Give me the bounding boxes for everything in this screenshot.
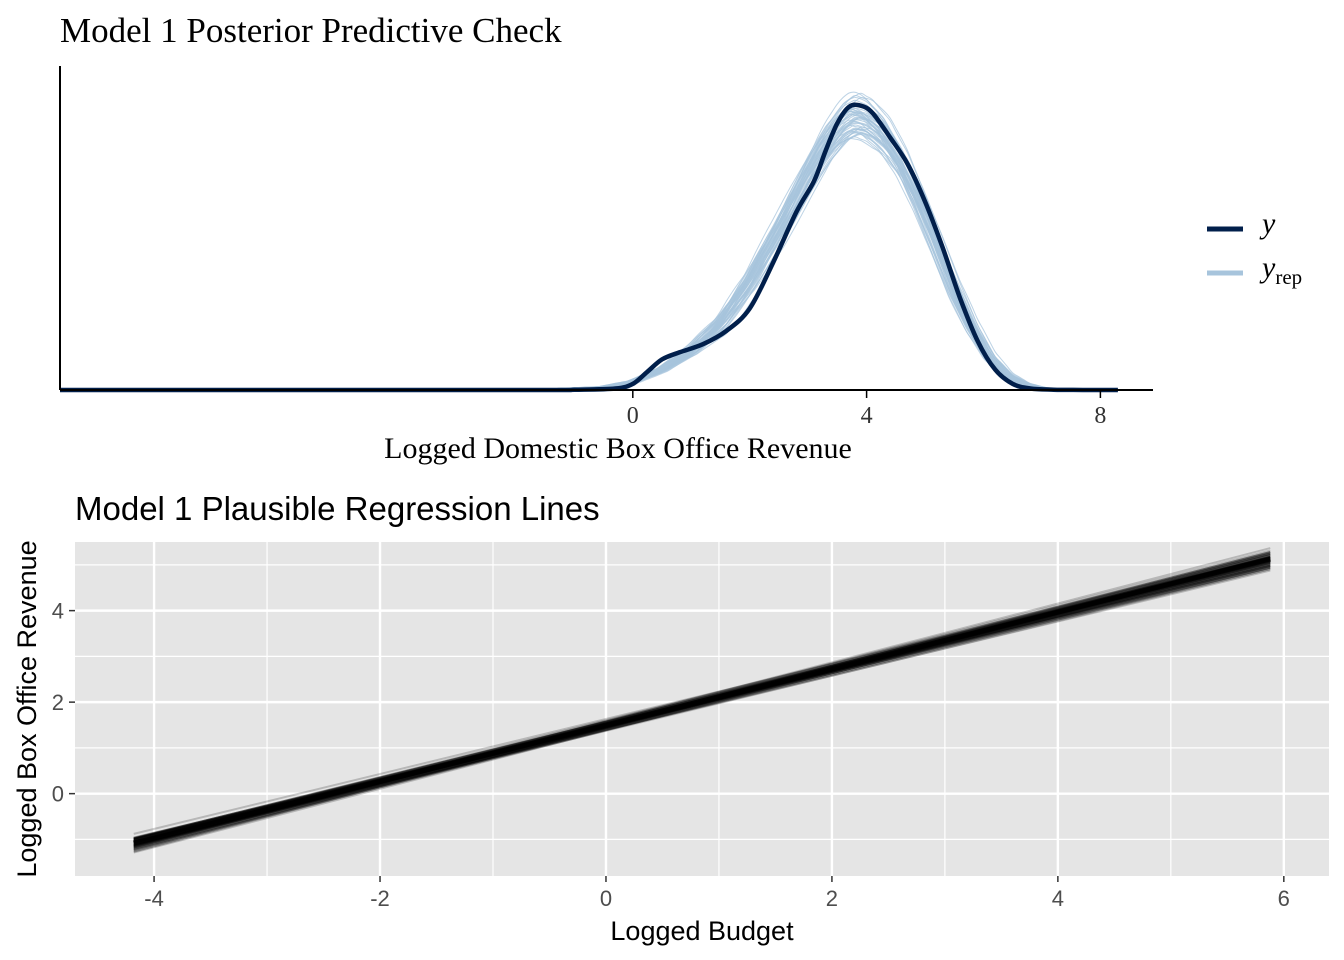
- ppc-yrep-line: [60, 111, 1118, 391]
- ppc-yrep-line: [60, 130, 1118, 391]
- ppc-yrep-line: [60, 107, 1118, 391]
- ppc-yrep-line: [60, 132, 1118, 391]
- regression-y-tick-label: 0: [52, 782, 64, 807]
- ppc-yrep-line: [60, 120, 1118, 391]
- regression-line: [133, 566, 1271, 847]
- ppc-yrep-line: [60, 133, 1118, 391]
- ppc-yrep-line: [60, 110, 1118, 391]
- ppc-x-tick-label: 0: [627, 403, 639, 429]
- ppc-yrep-line: [60, 136, 1118, 391]
- regression-line: [133, 567, 1271, 846]
- ppc-yrep-line: [60, 119, 1118, 391]
- regression-x-axis-label: Logged Budget: [610, 916, 794, 946]
- regression-line: [133, 560, 1271, 848]
- ppc-yrep-line: [60, 126, 1118, 391]
- regression-lines: [133, 547, 1271, 854]
- ppc-yrep-line: [60, 118, 1118, 391]
- ppc-yrep-line: [60, 132, 1118, 391]
- ppc-x-ticks: 0 4 8: [627, 390, 1106, 429]
- ppc-yrep-line: [60, 108, 1118, 391]
- ppc-yrep-line: [60, 137, 1118, 391]
- ppc-yrep-line: [60, 114, 1118, 391]
- ppc-x-tick-label: 8: [1094, 403, 1106, 429]
- ppc-x-axis-label: Logged Domestic Box Office Revenue: [384, 432, 852, 465]
- regression-y-ticks: 0 2 4: [52, 599, 75, 807]
- regression-x-tick-label: -2: [370, 886, 390, 911]
- ppc-legend: y yrep: [1207, 207, 1302, 289]
- ppc-yrep-line: [60, 108, 1118, 391]
- legend-label-y: y: [1259, 207, 1276, 240]
- ppc-panel: Model 1 Posterior Predictive Check 0 4 8 L…: [59, 11, 1302, 465]
- ppc-yrep-line: [60, 122, 1118, 391]
- ppc-yrep-line: [60, 124, 1118, 391]
- ppc-yrep-line: [60, 111, 1118, 391]
- regression-x-tick-label: -4: [144, 886, 164, 911]
- ppc-yrep-line: [60, 131, 1118, 391]
- regression-y-tick-label: 4: [52, 599, 64, 624]
- regression-panel: Model 1 Plausible Regression Lines -4 -2 0…: [12, 490, 1329, 946]
- ppc-yrep-line: [60, 130, 1118, 391]
- regression-x-tick-label: 0: [600, 886, 612, 911]
- ppc-yrep-series: [60, 91, 1118, 391]
- legend-label-yrep-main: y: [1259, 251, 1276, 284]
- ppc-yrep-line: [60, 94, 1118, 391]
- legend-label-yrep: yrep: [1259, 251, 1302, 289]
- regression-x-ticks: -4 -2 0 2 4 6: [144, 876, 1290, 911]
- regression-x-tick-label: 4: [1052, 886, 1064, 911]
- ppc-yrep-line: [60, 117, 1118, 391]
- ppc-yrep-line: [60, 110, 1118, 391]
- regression-x-tick-label: 2: [826, 886, 838, 911]
- ppc-title: Model 1 Posterior Predictive Check: [60, 11, 562, 50]
- regression-x-tick-label: 6: [1278, 886, 1290, 911]
- ppc-yrep-line: [60, 128, 1118, 391]
- regression-y-tick-label: 2: [52, 690, 64, 715]
- ppc-yrep-line: [60, 133, 1118, 391]
- legend-label-yrep-sub: rep: [1275, 265, 1302, 289]
- ppc-yrep-line: [60, 105, 1118, 391]
- regression-line: [133, 555, 1271, 841]
- ppc-yrep-line: [60, 105, 1118, 391]
- ppc-yrep-line: [60, 99, 1118, 391]
- regression-line: [133, 568, 1271, 847]
- regression-line-core: [133, 556, 1271, 846]
- regression-title: Model 1 Plausible Regression Lines: [75, 490, 600, 527]
- ppc-yrep-line: [60, 107, 1118, 391]
- ppc-yrep-line: [60, 117, 1118, 391]
- ppc-yrep-line: [60, 106, 1118, 391]
- ppc-y-series-line: [60, 102, 1118, 393]
- ppc-yrep-line: [60, 96, 1118, 391]
- ppc-yrep-line: [60, 116, 1118, 391]
- regression-line: [133, 552, 1271, 840]
- regression-grid: [40, 542, 1329, 876]
- regression-line: [133, 561, 1271, 851]
- ppc-yrep-line: [60, 127, 1118, 391]
- ppc-yrep-line: [60, 113, 1118, 391]
- regression-line: [133, 553, 1271, 841]
- ppc-yrep-line: [60, 128, 1118, 391]
- ppc-yrep-line: [60, 122, 1118, 391]
- ppc-yrep-line: [60, 97, 1118, 391]
- ppc-yrep-line: [60, 112, 1118, 391]
- regression-line: [133, 562, 1271, 850]
- ppc-yrep-line: [60, 113, 1118, 391]
- ppc-yrep-line: [60, 128, 1118, 391]
- regression-y-axis-label: Logged Box Office Revenue: [12, 540, 42, 877]
- regression-line: [133, 556, 1271, 835]
- ppc-yrep-line: [60, 124, 1118, 391]
- regression-line: [133, 555, 1271, 841]
- ppc-yrep-line: [60, 111, 1118, 391]
- ppc-x-tick-label: 4: [861, 403, 873, 429]
- ppc-yrep-line: [60, 92, 1118, 391]
- ppc-yrep-line: [60, 112, 1118, 391]
- ppc-yrep-line: [60, 116, 1118, 391]
- ppc-yrep-line: [60, 91, 1118, 391]
- regression-line: [133, 564, 1271, 847]
- ppc-yrep-line: [60, 119, 1118, 391]
- ppc-yrep-line: [60, 128, 1118, 391]
